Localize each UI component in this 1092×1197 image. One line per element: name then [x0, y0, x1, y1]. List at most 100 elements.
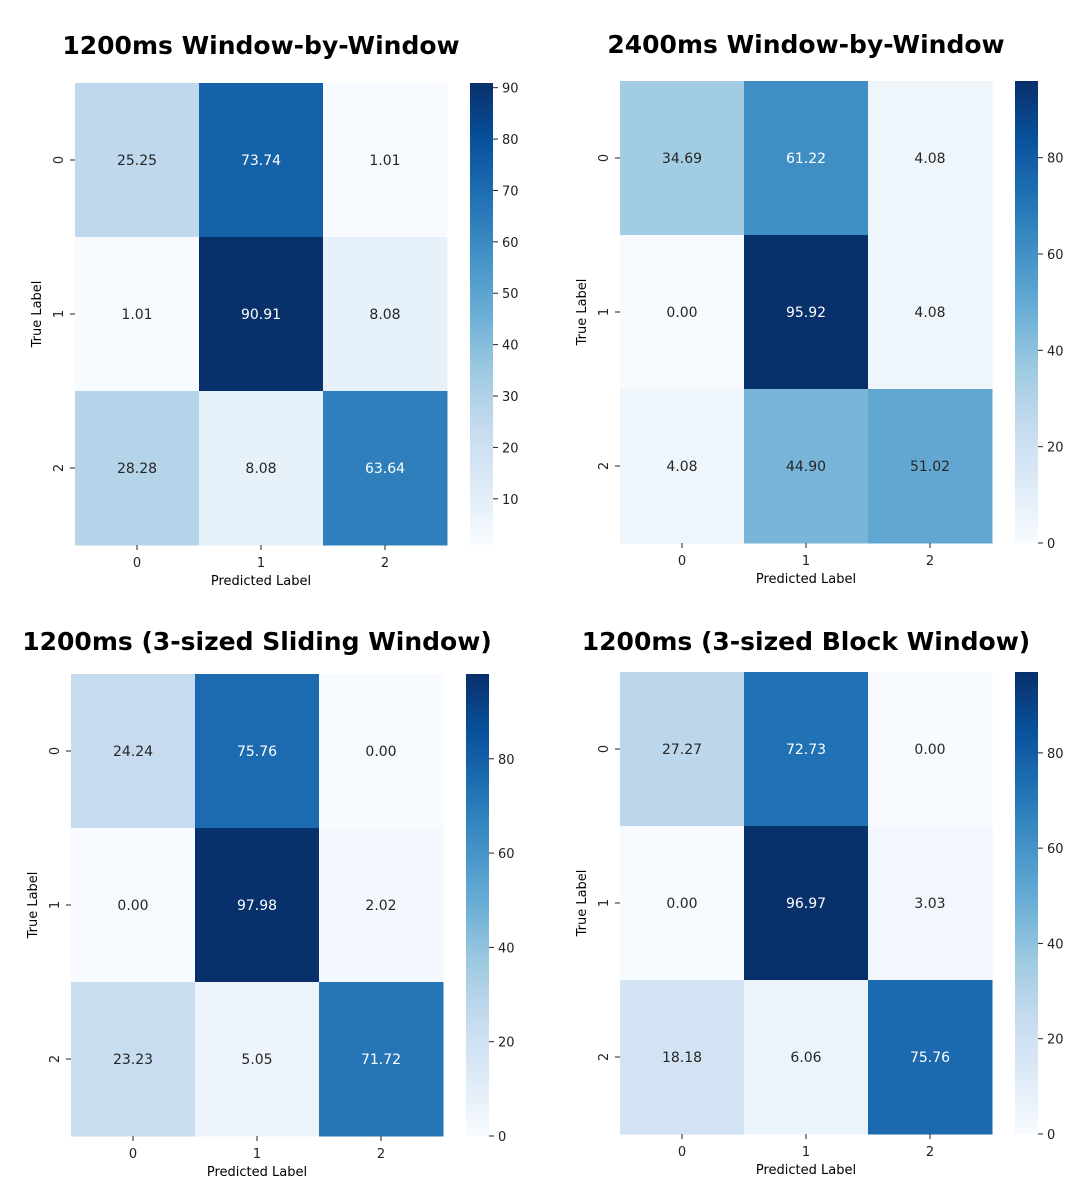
cell-value-label: 27.27	[662, 742, 702, 758]
heatmap-cell	[75, 83, 200, 238]
colorbar-tick-label: 20	[1047, 1033, 1064, 1048]
colorbar-tick-label: 30	[502, 390, 519, 405]
heatmap-cell	[199, 83, 324, 238]
cell-value-label: 97.98	[237, 898, 277, 914]
heatmap-cell	[620, 672, 745, 827]
heatmap-cell	[620, 389, 745, 544]
heatmap-cell	[195, 674, 320, 829]
x-tick-label: 1	[802, 554, 810, 569]
heatmap-cell	[323, 237, 448, 392]
y-tick-label: 1	[597, 899, 612, 907]
cell-value-label: 8.08	[245, 461, 276, 477]
colorbar-tick-label: 0	[1047, 537, 1055, 552]
cell-value-label: 63.64	[365, 461, 405, 477]
heatmap-cell	[744, 389, 869, 544]
cell-value-label: 8.08	[369, 307, 400, 323]
colorbar-tick-label: 60	[502, 236, 519, 251]
cell-value-label: 4.08	[666, 459, 697, 475]
heatmap-cell	[620, 81, 745, 236]
cell-value-label: 72.73	[786, 742, 826, 758]
x-tick-label: 0	[678, 554, 686, 569]
cell-value-label: 90.91	[241, 307, 281, 323]
colorbar-tick-label: 0	[498, 1130, 506, 1145]
x-tick-label: 0	[129, 1147, 137, 1162]
cell-value-label: 61.22	[786, 151, 826, 167]
colorbar	[1015, 672, 1038, 1134]
y-axis-label: True Label	[575, 870, 590, 938]
colorbar-tick-label: 50	[502, 287, 519, 302]
heatmap-cell	[75, 391, 200, 546]
cell-value-label: 0.00	[666, 305, 697, 321]
cell-value-label: 0.00	[914, 742, 945, 758]
heatmap-cell	[75, 237, 200, 392]
heatmap-cell	[868, 826, 993, 981]
colorbar-tick-label: 40	[1047, 344, 1064, 359]
cell-value-label: 23.23	[113, 1052, 153, 1068]
heatmap-cell	[744, 672, 869, 827]
cell-value-label: 6.06	[790, 1050, 821, 1066]
cell-value-label: 73.74	[241, 153, 281, 169]
colorbar-tick-label: 40	[498, 941, 515, 956]
y-tick-label: 0	[597, 745, 612, 753]
heatmap-cell	[319, 674, 444, 829]
y-axis-label: True Label	[575, 279, 590, 347]
heatmap-cell	[868, 81, 993, 236]
cell-value-label: 71.72	[361, 1052, 401, 1068]
heatmap-panel-4: 1200ms (3-sized Block Window) 27.27 72.73 0…	[575, 627, 1064, 1178]
y-axis-label: True Label	[26, 872, 41, 940]
x-tick-label: 2	[377, 1147, 385, 1162]
heatmap-cell	[319, 828, 444, 983]
x-tick-label: 0	[133, 556, 141, 571]
x-tick-label: 0	[678, 1145, 686, 1160]
heatmap-cell	[323, 391, 448, 546]
chart-title: 1200ms Window-by-Window	[62, 31, 459, 60]
colorbar-tick-label: 10	[502, 493, 519, 508]
heatmap-cell	[868, 672, 993, 827]
heatmap-cell	[744, 235, 869, 390]
cell-value-label: 1.01	[121, 307, 152, 323]
heatmap-panel-3: 1200ms (3-sized Sliding Window) 24.24 75.7…	[22, 627, 514, 1180]
y-tick-label: 2	[597, 1053, 612, 1061]
cell-value-label: 28.28	[117, 461, 157, 477]
cell-value-label: 0.00	[365, 744, 396, 760]
heatmap-cell	[71, 828, 196, 983]
colorbar-tick-label: 70	[502, 184, 519, 199]
heatmap-cell	[71, 982, 196, 1137]
heatmap-panel-2: 2400ms Window-by-Window 34.69 61.22 4.08 0.0…	[575, 30, 1064, 587]
heatmap-cell	[319, 982, 444, 1137]
colorbar-tick-label: 80	[1047, 152, 1064, 167]
colorbar-tick-label: 60	[498, 847, 515, 862]
heatmap-panel-1: 1200ms Window-by-Window 25.25 73.74 1.01 1.0…	[30, 31, 519, 589]
heatmap-cell	[199, 237, 324, 392]
chart-title: 1200ms (3-sized Sliding Window)	[22, 627, 492, 656]
colorbar	[1015, 81, 1038, 543]
y-tick-label: 2	[597, 462, 612, 470]
heatmap-cell	[868, 389, 993, 544]
cell-value-label: 4.08	[914, 151, 945, 167]
y-tick-label: 0	[48, 747, 63, 755]
heatmap-cell	[868, 980, 993, 1135]
cell-value-label: 1.01	[369, 153, 400, 169]
colorbar	[466, 674, 489, 1136]
colorbar-tick-label: 20	[1047, 441, 1064, 456]
x-tick-label: 2	[926, 1145, 934, 1160]
colorbar-tick-label: 80	[502, 133, 519, 148]
colorbar	[470, 83, 493, 545]
colorbar-tick-label: 80	[498, 753, 515, 768]
heatmap-cell	[620, 980, 745, 1135]
heatmap-cell	[195, 828, 320, 983]
heatmap-cell	[744, 980, 869, 1135]
heatmap-cell	[868, 235, 993, 390]
y-tick-label: 0	[52, 156, 67, 164]
colorbar-tick-label: 60	[1047, 842, 1064, 857]
heatmap-cell	[744, 826, 869, 981]
cell-value-label: 3.03	[914, 896, 945, 912]
y-tick-label: 1	[597, 308, 612, 316]
x-tick-label: 1	[802, 1145, 810, 1160]
y-tick-label: 2	[48, 1055, 63, 1063]
cell-value-label: 51.02	[910, 459, 950, 475]
y-tick-label: 1	[52, 310, 67, 318]
y-tick-label: 2	[52, 464, 67, 472]
chart-title: 1200ms (3-sized Block Window)	[582, 627, 1030, 656]
